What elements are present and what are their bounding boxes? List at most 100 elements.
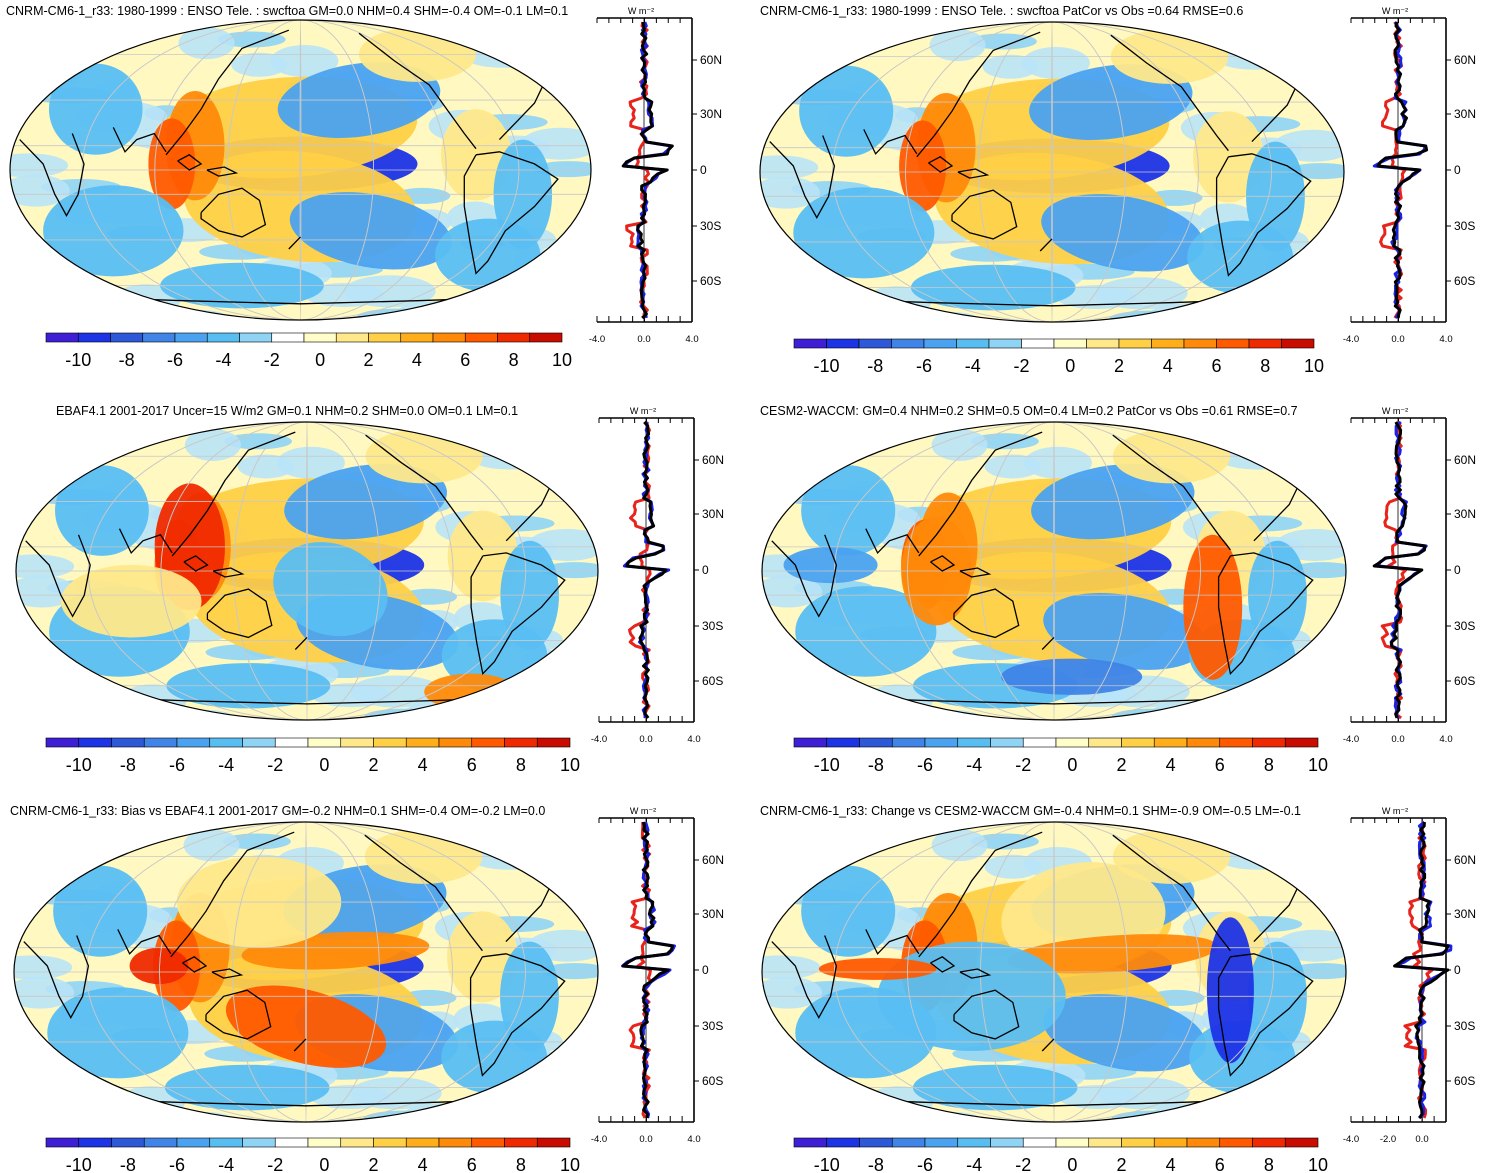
colorbar-box [1121, 1137, 1155, 1148]
colorbar-box [1252, 737, 1286, 748]
zonal-profile-1: W m⁻² 60N 30N 0 30S 60S -4.0 0.0 4.0 [589, 6, 722, 345]
colorbar-box [303, 332, 337, 343]
colorbar-2: -10 -8 -6 -4 -2 0 2 4 6 8 10 [793, 338, 1324, 376]
map-panel-4 [761, 421, 1347, 721]
colorbar-box [536, 737, 571, 748]
profile-lat-label: 30S [1454, 619, 1475, 633]
colorbar-tick-label: 10 [1304, 356, 1324, 376]
coastline [1041, 636, 1055, 650]
coastline [1253, 880, 1302, 943]
profile-lat-label: 30N [702, 907, 724, 921]
profile-lat-label: 0 [1454, 163, 1461, 177]
profile-lat-label: 60N [702, 453, 724, 467]
colorbar-box [990, 1137, 1024, 1148]
coastline [23, 935, 90, 1019]
colorbar-box [1022, 737, 1057, 748]
colorbar-box [176, 737, 211, 748]
coastline [771, 534, 838, 618]
profile-x-tick-label: 0.0 [639, 1134, 652, 1145]
colorbar-box [77, 332, 111, 343]
coastline [953, 989, 1020, 1040]
colorbar-tick-label: 6 [467, 1155, 477, 1173]
colorbar-box [1216, 338, 1250, 349]
colorbar-box [142, 332, 176, 343]
map-border [761, 421, 1347, 721]
colorbar-box [340, 737, 374, 748]
colorbar-box [45, 1137, 80, 1148]
profile-x-tick-label: 4.0 [1439, 334, 1452, 345]
zonal-profile-5: W m⁻² 60N 30N 0 30S 60S -4.0 0.0 4.0 [591, 806, 724, 1145]
colorbar-box [1086, 338, 1120, 349]
colorbar-tick-label: 8 [1264, 1155, 1274, 1173]
profile-lat-label: 60S [1454, 1074, 1475, 1088]
colorbar-box [143, 737, 178, 748]
map-border [15, 421, 599, 721]
colorbar-tick-label: 0 [1067, 1155, 1077, 1173]
colorbar-tick-label: 2 [363, 350, 373, 370]
coastline [769, 135, 836, 219]
profile-lat-label: 60S [702, 674, 723, 688]
profile-lat-label: 30N [1454, 907, 1476, 921]
colorbar-box [373, 1137, 407, 1148]
map-border [9, 19, 592, 321]
coastline [1217, 552, 1314, 676]
profile-x-tick-label: 4.0 [687, 734, 700, 745]
profile-lat-label: 30N [1454, 507, 1476, 521]
coastline [25, 534, 91, 618]
colorbar-box [826, 737, 860, 748]
colorbar-tick-label: -8 [120, 755, 136, 775]
profile-x-tick-label: -4.0 [591, 734, 607, 745]
coastline [951, 189, 1018, 240]
profile-series-line [1380, 421, 1408, 720]
colorbar-box [78, 1137, 112, 1148]
coastline [865, 929, 920, 955]
coastline [959, 567, 992, 578]
profile-unit-label: W m⁻² [1382, 406, 1408, 416]
coastline [1217, 953, 1314, 1077]
colorbar-box [956, 338, 990, 349]
map-border [13, 821, 599, 1123]
colorbar-box [1153, 737, 1188, 748]
anomaly-patch [1041, 194, 1204, 272]
profile-lat-label: 60S [702, 1074, 723, 1088]
colorbar-box [1186, 737, 1221, 748]
colorbar-box [400, 332, 434, 343]
profile-lat-label: 30S [1454, 219, 1475, 233]
colorbar-tick-label: -4 [218, 1155, 234, 1173]
colorbar-tick-label: 0 [315, 350, 325, 370]
colorbar-tick-label: -2 [1015, 1155, 1031, 1173]
anomaly-patch [1001, 658, 1143, 695]
profile-x-tick-label: -4.0 [1343, 734, 1359, 745]
coastline [170, 831, 295, 958]
colorbar-box [858, 338, 892, 349]
profile-unit-label: W m⁻² [1382, 6, 1408, 16]
colorbar-tick-label: 4 [1166, 755, 1176, 775]
colorbar-tick-label: -10 [65, 350, 91, 370]
colorbar-box [438, 737, 473, 748]
profile-x-tick-label: 4.0 [685, 334, 698, 345]
coastline [930, 555, 956, 572]
colorbar-box [111, 1137, 145, 1148]
colorbar-tick-label: -10 [66, 755, 92, 775]
anomaly-patch [899, 120, 947, 212]
profile-lat-label: 30N [1454, 107, 1476, 121]
colorbar-box [1088, 1137, 1122, 1148]
coastline [928, 156, 954, 173]
profile-lat-label: 30N [700, 107, 722, 121]
colorbar-box [1284, 737, 1319, 748]
anomaly-patch [289, 192, 452, 270]
colorbar-tick-label: -10 [814, 1155, 840, 1173]
anomaly-patch [1043, 592, 1206, 670]
colorbar-box [1219, 737, 1253, 748]
coastline [1110, 34, 1229, 152]
colorbar-tick-label: 10 [1308, 1155, 1328, 1173]
colorbar-box [859, 737, 893, 748]
colorbar-box [793, 1137, 828, 1148]
colorbar-box [990, 737, 1024, 748]
profile-series-line [1372, 421, 1427, 719]
colorbar-box [471, 737, 505, 748]
colorbar-tick-label: 4 [1163, 356, 1173, 376]
profile-unit-label: W m⁻² [628, 6, 654, 16]
colorbar-box [1186, 1137, 1221, 1148]
colorbar-1: -10 -8 -6 -4 -2 0 2 4 6 8 10 [45, 332, 572, 370]
